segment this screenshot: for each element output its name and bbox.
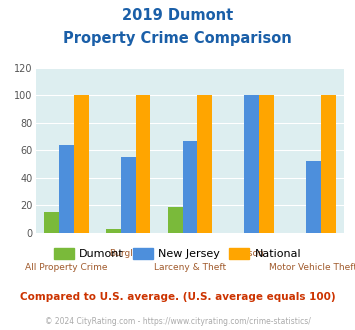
Bar <box>168 207 182 233</box>
Text: 2019 Dumont: 2019 Dumont <box>122 8 233 23</box>
Bar <box>44 212 59 233</box>
Text: Motor Vehicle Theft: Motor Vehicle Theft <box>269 263 355 272</box>
Text: All Property Crime: All Property Crime <box>25 263 108 272</box>
Text: Arson: Arson <box>239 249 264 258</box>
Text: © 2024 CityRating.com - https://www.cityrating.com/crime-statistics/: © 2024 CityRating.com - https://www.city… <box>45 317 310 326</box>
Text: Burglary: Burglary <box>109 249 147 258</box>
Bar <box>259 95 274 233</box>
Text: Compared to U.S. average. (U.S. average equals 100): Compared to U.S. average. (U.S. average … <box>20 292 335 302</box>
Text: Larceny & Theft: Larceny & Theft <box>154 263 226 272</box>
Bar <box>182 141 197 233</box>
Bar <box>136 95 151 233</box>
Bar <box>244 95 259 233</box>
Text: Property Crime Comparison: Property Crime Comparison <box>63 31 292 46</box>
Bar <box>121 157 136 233</box>
Bar <box>197 95 212 233</box>
Bar <box>306 161 321 233</box>
Bar <box>106 228 121 233</box>
Legend: Dumont, New Jersey, National: Dumont, New Jersey, National <box>49 244 306 263</box>
Bar <box>74 95 89 233</box>
Bar <box>321 95 336 233</box>
Bar <box>59 145 74 233</box>
